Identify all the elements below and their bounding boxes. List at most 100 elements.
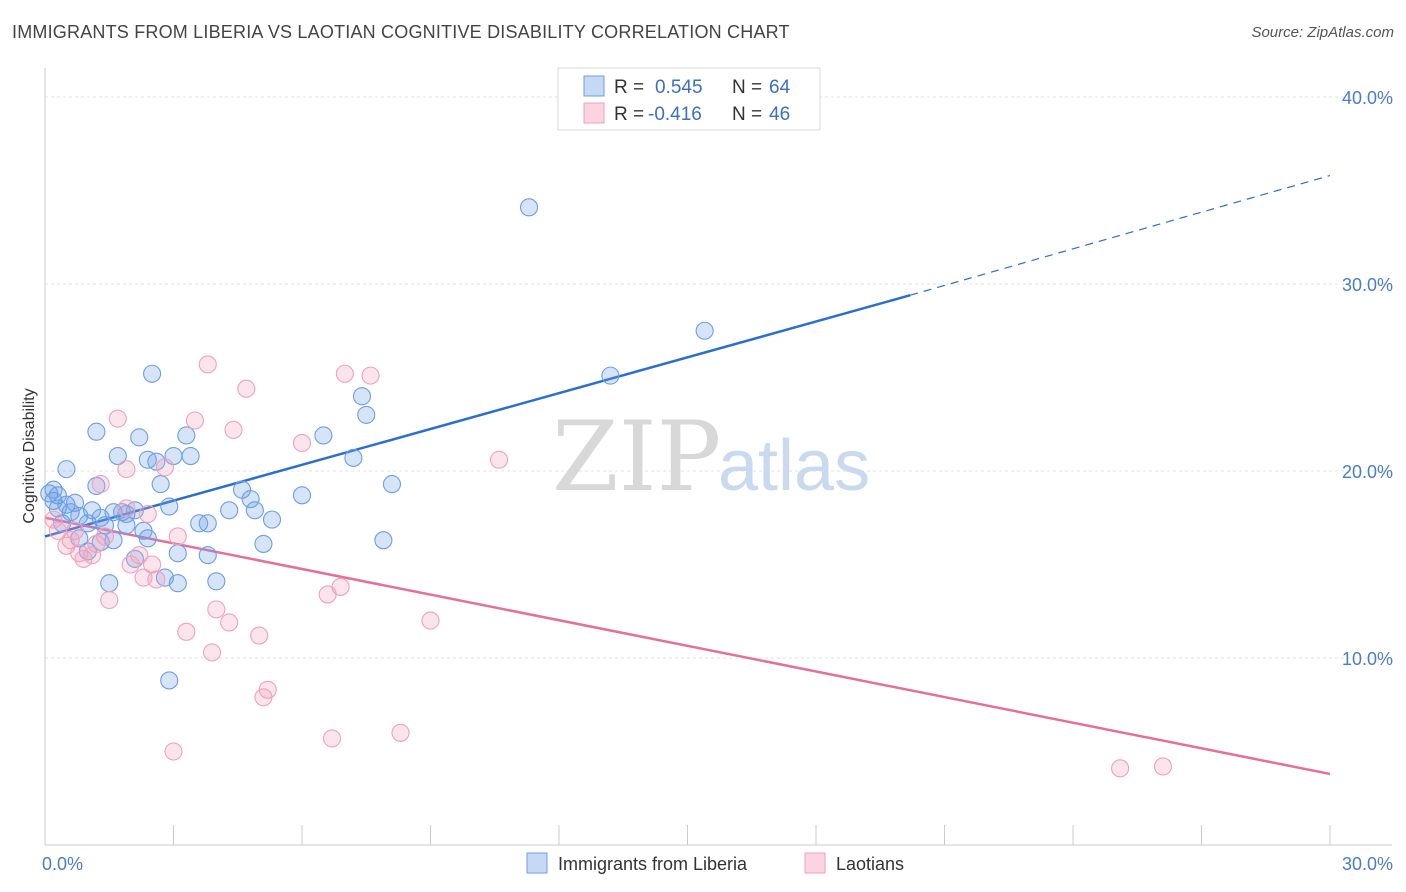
point-liberia (374, 531, 393, 550)
point-liberia (198, 546, 217, 565)
point-laotians (95, 527, 115, 546)
point-liberia (130, 428, 149, 447)
legend-r-label-2: R = (614, 104, 644, 125)
point-laotians (65, 521, 85, 540)
point-laotians (322, 729, 342, 748)
point-liberia (160, 497, 179, 516)
x-tick-label: 30.0% (1342, 854, 1393, 874)
point-laotians (185, 411, 204, 430)
point-liberia (601, 366, 620, 385)
point-laotians (391, 723, 410, 742)
point-laotians (117, 499, 136, 518)
point-liberia (177, 426, 196, 445)
point-liberia (117, 504, 136, 524)
point-laotians (117, 460, 136, 479)
point-liberia (695, 321, 714, 340)
point-liberia (292, 486, 312, 505)
bottom-legend-label-laotians: Laotians (836, 854, 904, 874)
point-liberia (352, 387, 372, 406)
bottom-legend-swatch-liberia (526, 852, 548, 874)
point-liberia (160, 671, 179, 690)
point-liberia (262, 510, 282, 529)
point-laotians (91, 475, 110, 494)
trend-line-laotians (44, 516, 1331, 776)
y-tick-labels: 10.0% 20.0% 30.0% 40.0% (1342, 88, 1393, 669)
point-liberia (241, 489, 260, 509)
point-liberia (143, 364, 162, 383)
x-tick-labels: 0.0% 30.0% (42, 854, 1393, 874)
point-liberia (44, 480, 63, 499)
point-laotians (147, 570, 166, 589)
point-laotians (250, 626, 269, 645)
legend-n-label-1: N = (732, 77, 762, 98)
watermark-zip: ZIP (552, 401, 721, 513)
point-laotians (177, 622, 196, 641)
point-liberia (254, 534, 273, 553)
point-laotians (331, 577, 350, 596)
point-laotians (224, 420, 243, 439)
legend-swatch-liberia (583, 75, 605, 97)
axes (44, 68, 1392, 846)
point-laotians (108, 409, 127, 428)
gridlines (45, 96, 1392, 659)
chart-title: IMMIGRANTS FROM LIBERIA VS LAOTIAN COGNI… (12, 22, 790, 42)
point-liberia (519, 198, 539, 217)
point-liberia (138, 529, 157, 548)
point-laotians (1153, 757, 1172, 776)
point-liberia (87, 422, 106, 441)
point-laotians (61, 531, 80, 550)
point-laotians (155, 458, 174, 477)
trend-line-liberia (44, 294, 911, 538)
legend-swatch-laotians (583, 102, 605, 124)
point-liberia (220, 501, 239, 520)
point-laotians (44, 510, 63, 529)
point-laotians (207, 600, 226, 619)
point-laotians (164, 742, 183, 761)
point-liberia (181, 446, 200, 466)
point-liberia (245, 501, 264, 520)
data-points (40, 198, 1172, 778)
bottom-legend-label-liberia: Immigrants from Liberia (558, 854, 748, 874)
point-laotians (489, 450, 509, 469)
point-laotians (138, 504, 157, 524)
point-laotians (1111, 759, 1130, 778)
bottom-legend-swatch-laotians (804, 852, 826, 874)
legend-n-value-1: 64 (769, 77, 791, 98)
trend-line-liberia-extension (910, 174, 1331, 296)
point-laotians (237, 379, 256, 398)
point-liberia (61, 503, 80, 522)
legend-n-value-2: 46 (769, 104, 790, 125)
point-laotians (335, 364, 354, 383)
point-liberia (168, 544, 187, 563)
point-laotians (74, 549, 93, 568)
point-laotians (292, 433, 312, 453)
legend-r-value-1: 0.545 (655, 77, 703, 98)
point-laotians (198, 355, 217, 374)
point-liberia (168, 574, 187, 593)
point-liberia (382, 475, 402, 494)
point-laotians (168, 527, 187, 546)
legend-r-label-1: R = (614, 77, 644, 98)
point-laotians (421, 611, 440, 630)
y-tick-label: 10.0% (1342, 649, 1393, 669)
point-liberia (357, 405, 376, 424)
legend-r-value-2: -0.416 (648, 104, 702, 125)
bottom-legend: Immigrants from Liberia Laotians (526, 852, 904, 874)
point-liberia (198, 514, 217, 533)
point-liberia (151, 475, 170, 494)
point-liberia (100, 574, 119, 593)
point-laotians (143, 555, 162, 574)
y-tick-label: 30.0% (1342, 275, 1393, 295)
point-laotians (83, 546, 102, 565)
y-tick-label: 20.0% (1342, 462, 1393, 482)
point-liberia (207, 572, 226, 591)
watermark-atlas: atlas (718, 426, 870, 506)
point-laotians (258, 680, 277, 699)
point-laotians (100, 590, 119, 610)
point-laotians (361, 366, 380, 385)
point-laotians (130, 546, 149, 565)
point-liberia (314, 426, 333, 445)
point-laotians (203, 643, 222, 662)
source-label: Source: ZipAtlas.com (1251, 24, 1394, 41)
